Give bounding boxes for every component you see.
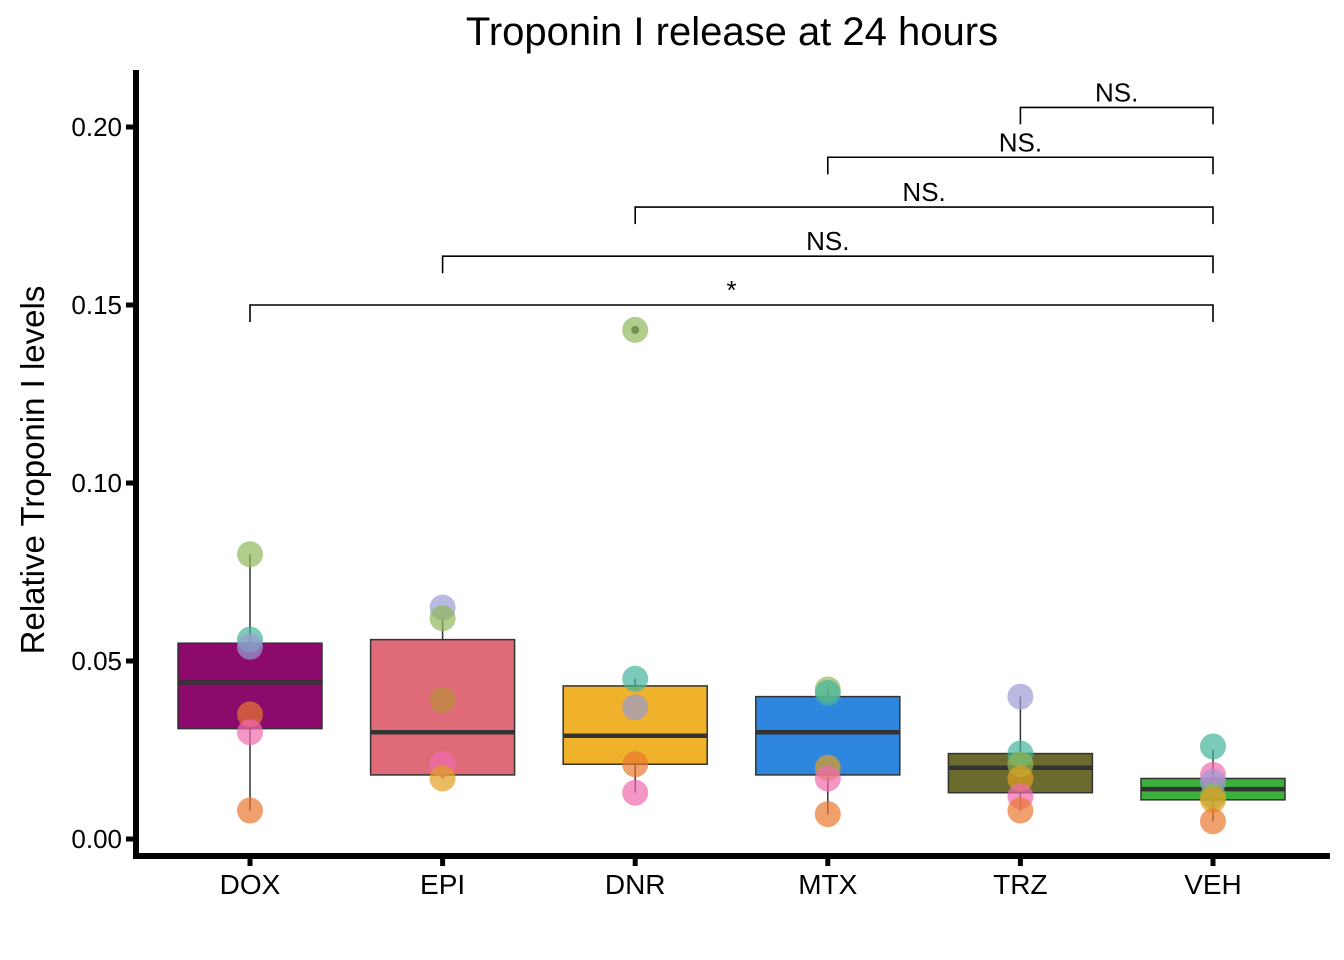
- data-point: [622, 694, 649, 721]
- data-point: [622, 665, 649, 692]
- y-tick-label: 0.05: [71, 646, 122, 676]
- box-dox: [177, 554, 323, 811]
- data-point: [237, 633, 263, 660]
- data-point: [1007, 683, 1034, 710]
- bracket-label: NS.: [806, 226, 849, 256]
- data-point: [814, 765, 841, 792]
- y-tick-label: 0.10: [71, 468, 122, 498]
- x-tick-label: DOX: [220, 869, 281, 900]
- significance-bracket: NS.: [1019, 77, 1214, 125]
- bracket-line: [827, 156, 1214, 175]
- data-point: [622, 779, 649, 806]
- bracket-line: [634, 206, 1214, 225]
- data-point: [237, 541, 263, 568]
- data-point: [814, 801, 841, 828]
- y-tick-label: 0.20: [71, 112, 122, 142]
- bracket-line: [249, 304, 1214, 322]
- x-tick-label: MTX: [798, 869, 857, 900]
- bracket-line: [441, 255, 1214, 274]
- data-point: [1200, 733, 1226, 760]
- data-point: [1007, 765, 1034, 792]
- significance-bracket: NS.: [634, 177, 1214, 225]
- data-point: [1007, 797, 1034, 824]
- box-mtx: [755, 689, 901, 815]
- significance-bracket: NS.: [827, 127, 1214, 175]
- data-point: [1200, 786, 1226, 813]
- data-point: [429, 605, 456, 632]
- data-point: [237, 719, 263, 746]
- data-point: [1200, 808, 1226, 835]
- x-tick-label: VEH: [1184, 869, 1242, 900]
- y-tick-label: 0.15: [71, 290, 122, 320]
- bracket-label: NS.: [999, 127, 1042, 157]
- x-tick-label: TRZ: [993, 869, 1047, 900]
- data-point: [429, 687, 456, 714]
- bracket-label: NS.: [902, 177, 945, 207]
- data-point: [429, 765, 456, 792]
- bracket-line: [1019, 106, 1214, 125]
- chart-title: Troponin I release at 24 hours: [465, 10, 999, 54]
- significance-bracket: NS.: [441, 226, 1214, 274]
- y-tick-label: 0.00: [71, 824, 122, 854]
- bracket-label: *: [726, 275, 736, 305]
- data-point: [622, 316, 649, 343]
- significance-bracket: *: [249, 275, 1214, 322]
- data-point: [814, 680, 841, 707]
- bracket-label: NS.: [1095, 77, 1138, 107]
- data-point: [237, 797, 263, 824]
- data-point: [622, 751, 649, 778]
- x-tick-label: DNR: [605, 869, 666, 900]
- x-tick-label: EPI: [420, 869, 465, 900]
- data-point: [237, 701, 263, 728]
